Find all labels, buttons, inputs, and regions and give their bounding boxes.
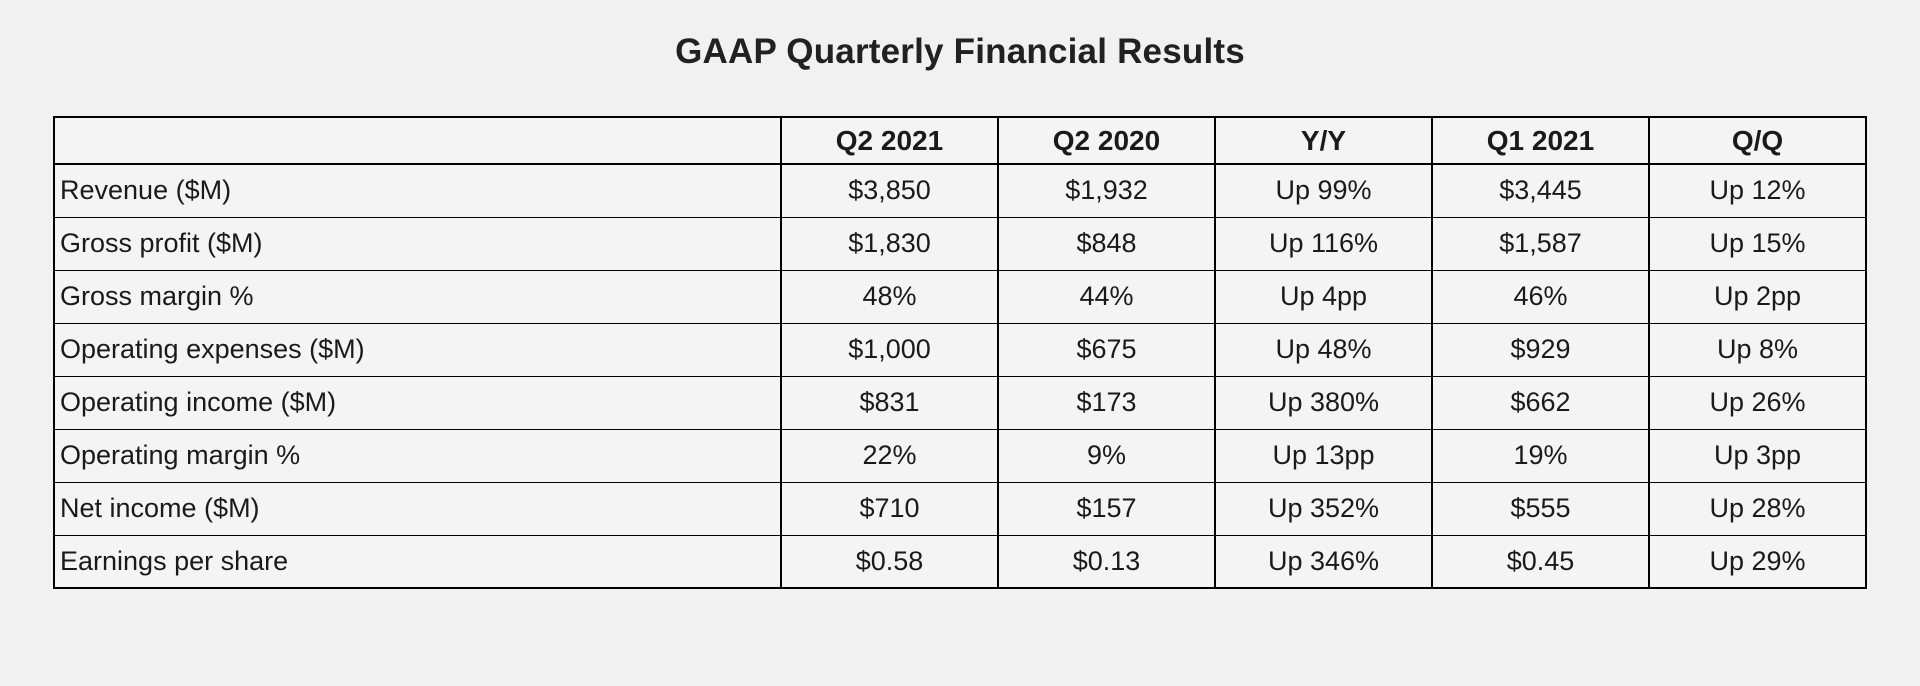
table-row-net-income: Net income ($M) $710 $157 Up 352% $555 U… [53,481,1867,536]
cell-q1-2021: $662 [1431,375,1650,430]
cell-qoq: Up 2pp [1648,269,1867,324]
table-header: Q2 2021 Q2 2020 Y/Y Q1 2021 Q/Q [53,116,1867,165]
row-label: Net income ($M) [53,481,782,536]
cell-q2-2020: 9% [997,428,1216,483]
header-q2-2020: Q2 2020 [997,116,1216,165]
row-label: Gross profit ($M) [53,216,782,271]
cell-yoy: Up 380% [1214,375,1433,430]
row-label: Revenue ($M) [53,163,782,218]
cell-q1-2021: $0.45 [1431,534,1650,589]
row-label: Gross margin % [53,269,782,324]
cell-qoq: Up 12% [1648,163,1867,218]
table-row-gross-profit: Gross profit ($M) $1,830 $848 Up 116% $1… [53,216,1867,271]
cell-q2-2021: $710 [780,481,999,536]
cell-q2-2021: $1,830 [780,216,999,271]
cell-q2-2020: $173 [997,375,1216,430]
table-row-operating-income: Operating income ($M) $831 $173 Up 380% … [53,375,1867,430]
cell-q2-2021: 48% [780,269,999,324]
cell-qoq: Up 3pp [1648,428,1867,483]
cell-q2-2021: $0.58 [780,534,999,589]
cell-yoy: Up 352% [1214,481,1433,536]
table-row-earnings-per-share: Earnings per share $0.58 $0.13 Up 346% $… [53,534,1867,589]
header-q2-2021: Q2 2021 [780,116,999,165]
cell-yoy: Up 346% [1214,534,1433,589]
table-body: Revenue ($M) $3,850 $1,932 Up 99% $3,445… [53,163,1867,589]
cell-q1-2021: $929 [1431,322,1650,377]
cell-q2-2020: $157 [997,481,1216,536]
cell-qoq: Up 15% [1648,216,1867,271]
table-row-revenue: Revenue ($M) $3,850 $1,932 Up 99% $3,445… [53,163,1867,218]
cell-q2-2021: $3,850 [780,163,999,218]
cell-q2-2020: $675 [997,322,1216,377]
cell-q1-2021: $1,587 [1431,216,1650,271]
cell-qoq: Up 28% [1648,481,1867,536]
row-label: Operating income ($M) [53,375,782,430]
header-qoq: Q/Q [1648,116,1867,165]
cell-yoy: Up 48% [1214,322,1433,377]
cell-q1-2021: 46% [1431,269,1650,324]
page-title: GAAP Quarterly Financial Results [675,32,1245,71]
cell-yoy: Up 4pp [1214,269,1433,324]
cell-q2-2021: $831 [780,375,999,430]
table-row-operating-expenses: Operating expenses ($M) $1,000 $675 Up 4… [53,322,1867,377]
row-label: Operating expenses ($M) [53,322,782,377]
cell-q2-2021: 22% [780,428,999,483]
header-q1-2021: Q1 2021 [1431,116,1650,165]
cell-q2-2021: $1,000 [780,322,999,377]
cell-qoq: Up 29% [1648,534,1867,589]
cell-yoy: Up 13pp [1214,428,1433,483]
table-row-gross-margin: Gross margin % 48% 44% Up 4pp 46% Up 2pp [53,269,1867,324]
cell-q2-2020: $0.13 [997,534,1216,589]
cell-q1-2021: 19% [1431,428,1650,483]
cell-q1-2021: $3,445 [1431,163,1650,218]
cell-yoy: Up 99% [1214,163,1433,218]
cell-q1-2021: $555 [1431,481,1650,536]
cell-q2-2020: 44% [997,269,1216,324]
header-row: Q2 2021 Q2 2020 Y/Y Q1 2021 Q/Q [53,116,1867,165]
cell-q2-2020: $848 [997,216,1216,271]
cell-qoq: Up 8% [1648,322,1867,377]
row-label: Earnings per share [53,534,782,589]
financial-results-table: Q2 2021 Q2 2020 Y/Y Q1 2021 Q/Q Revenue … [53,116,1867,589]
table-row-operating-margin: Operating margin % 22% 9% Up 13pp 19% Up… [53,428,1867,483]
cell-yoy: Up 116% [1214,216,1433,271]
header-yoy: Y/Y [1214,116,1433,165]
cell-qoq: Up 26% [1648,375,1867,430]
row-label: Operating margin % [53,428,782,483]
cell-q2-2020: $1,932 [997,163,1216,218]
header-metric [53,116,782,165]
